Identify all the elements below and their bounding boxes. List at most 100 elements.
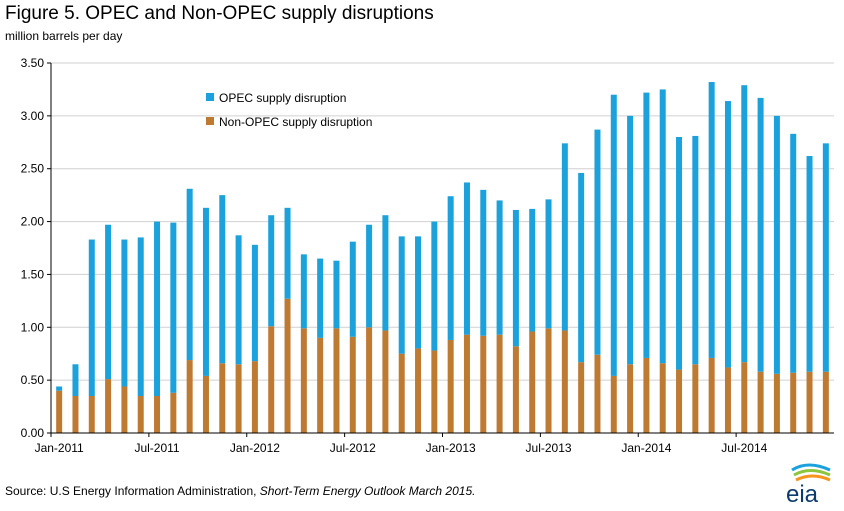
y-tick-labels: 0.00 0.50 1.00 1.50 2.00 2.50 3.00 3.50: [21, 56, 45, 440]
bar-non-opec: [512, 346, 519, 433]
x-tick-label: Jan-2014: [621, 441, 671, 455]
bar-opec: [806, 156, 813, 372]
bar-opec: [790, 133, 797, 373]
legend: OPEC supply disruption Non-OPEC supply di…: [206, 91, 372, 129]
bar-opec: [219, 195, 226, 364]
bar-opec: [415, 236, 422, 349]
legend-swatch: [206, 117, 214, 125]
y-tick-label: 3.00: [21, 109, 45, 123]
bar-non-opec: [659, 363, 666, 433]
bar-non-opec: [447, 339, 454, 433]
x-tick-labels: Jan-2011 Jul-2011 Jan-2012 Jul-2012 Jan-2013…: [35, 441, 768, 455]
bar-opec: [561, 143, 568, 331]
bar-opec: [512, 209, 519, 347]
bar-opec: [773, 115, 780, 374]
bar-non-opec: [463, 334, 470, 433]
bar-opec: [186, 188, 193, 361]
bar-non-opec: [692, 364, 699, 433]
bar-non-opec: [578, 362, 585, 433]
bar-non-opec: [349, 336, 356, 433]
bar-opec: [496, 200, 503, 335]
bar-opec: [251, 244, 258, 362]
grid-lines: [51, 62, 834, 381]
bar-non-opec: [284, 298, 291, 433]
bar-non-opec: [773, 373, 780, 433]
x-tick-label: Jan-2011: [35, 441, 84, 455]
bar-opec: [398, 236, 405, 354]
bar-opec: [676, 137, 683, 370]
bar-non-opec: [170, 392, 177, 433]
bar-opec: [121, 239, 128, 387]
x-tick-label: Jan-2012: [230, 441, 280, 455]
bar-non-opec: [643, 357, 650, 433]
source-prefix: Source: U.S Energy Information Administr…: [5, 484, 257, 498]
legend-label: OPEC supply disruption: [219, 91, 346, 105]
bar-non-opec: [137, 396, 144, 433]
bar-opec: [545, 199, 552, 329]
bar-opec: [480, 189, 487, 336]
bar-non-opec: [56, 390, 63, 433]
bar-opec: [235, 235, 242, 365]
bar-non-opec: [610, 375, 617, 433]
bar-non-opec: [317, 337, 324, 433]
bar-non-opec: [676, 369, 683, 433]
bar-non-opec: [72, 396, 79, 433]
bar-non-opec: [496, 334, 503, 433]
source-title: Short-Term Energy Outlook March 2015.: [259, 484, 476, 498]
bar-opec: [578, 172, 585, 363]
bar-non-opec: [480, 335, 487, 433]
bar-non-opec: [235, 364, 242, 433]
bar-non-opec: [105, 379, 112, 433]
bar-non-opec: [790, 372, 797, 433]
x-tick-label: Jul-2012: [330, 441, 376, 455]
bar-opec: [349, 241, 356, 337]
bar-non-opec: [202, 375, 209, 433]
eia-logo: eia: [772, 462, 842, 508]
bar-non-opec: [708, 357, 715, 433]
bar-non-opec: [806, 371, 813, 433]
bar-opec: [724, 101, 731, 368]
bar-non-opec: [398, 353, 405, 433]
bar-non-opec: [415, 348, 422, 433]
bar-series: [56, 82, 829, 433]
axes: [47, 62, 834, 437]
legend-swatch: [206, 93, 214, 101]
bar-opec: [300, 254, 307, 329]
bar-opec: [757, 97, 764, 372]
bar-opec: [268, 215, 275, 327]
bar-opec: [741, 85, 748, 363]
bar-non-opec: [757, 371, 764, 433]
bar-non-opec: [300, 328, 307, 433]
bar-non-opec: [268, 326, 275, 433]
y-tick-label: 0.00: [21, 426, 45, 440]
bar-opec: [643, 92, 650, 358]
bar-non-opec: [382, 330, 389, 433]
bar-non-opec: [366, 327, 373, 433]
y-tick-label: 0.50: [21, 373, 45, 387]
bar-non-opec: [431, 350, 438, 433]
bar-non-opec: [251, 361, 258, 433]
bar-opec: [56, 386, 63, 391]
bar-non-opec: [545, 328, 552, 433]
bar-non-opec: [154, 396, 161, 433]
bar-non-opec: [561, 330, 568, 433]
bar-opec: [137, 237, 144, 396]
bar-opec: [463, 182, 470, 335]
y-tick-label: 1.50: [21, 267, 45, 281]
bar-non-opec: [121, 386, 128, 433]
bar-opec: [708, 82, 715, 358]
chart-title: Figure 5. OPEC and Non-OPEC supply disru…: [5, 3, 434, 24]
bar-opec: [692, 135, 699, 365]
bar-opec: [447, 196, 454, 340]
bar-opec: [610, 94, 617, 376]
bar-opec: [170, 222, 177, 393]
bar-opec: [72, 364, 79, 396]
y-tick-label: 2.00: [21, 215, 45, 229]
bar-opec: [822, 143, 829, 372]
y-tick-label: 3.50: [21, 56, 45, 70]
bar-opec: [333, 260, 340, 329]
x-tick-label: Jan-2013: [426, 441, 476, 455]
bar-opec: [105, 224, 112, 380]
bar-opec: [154, 221, 161, 396]
